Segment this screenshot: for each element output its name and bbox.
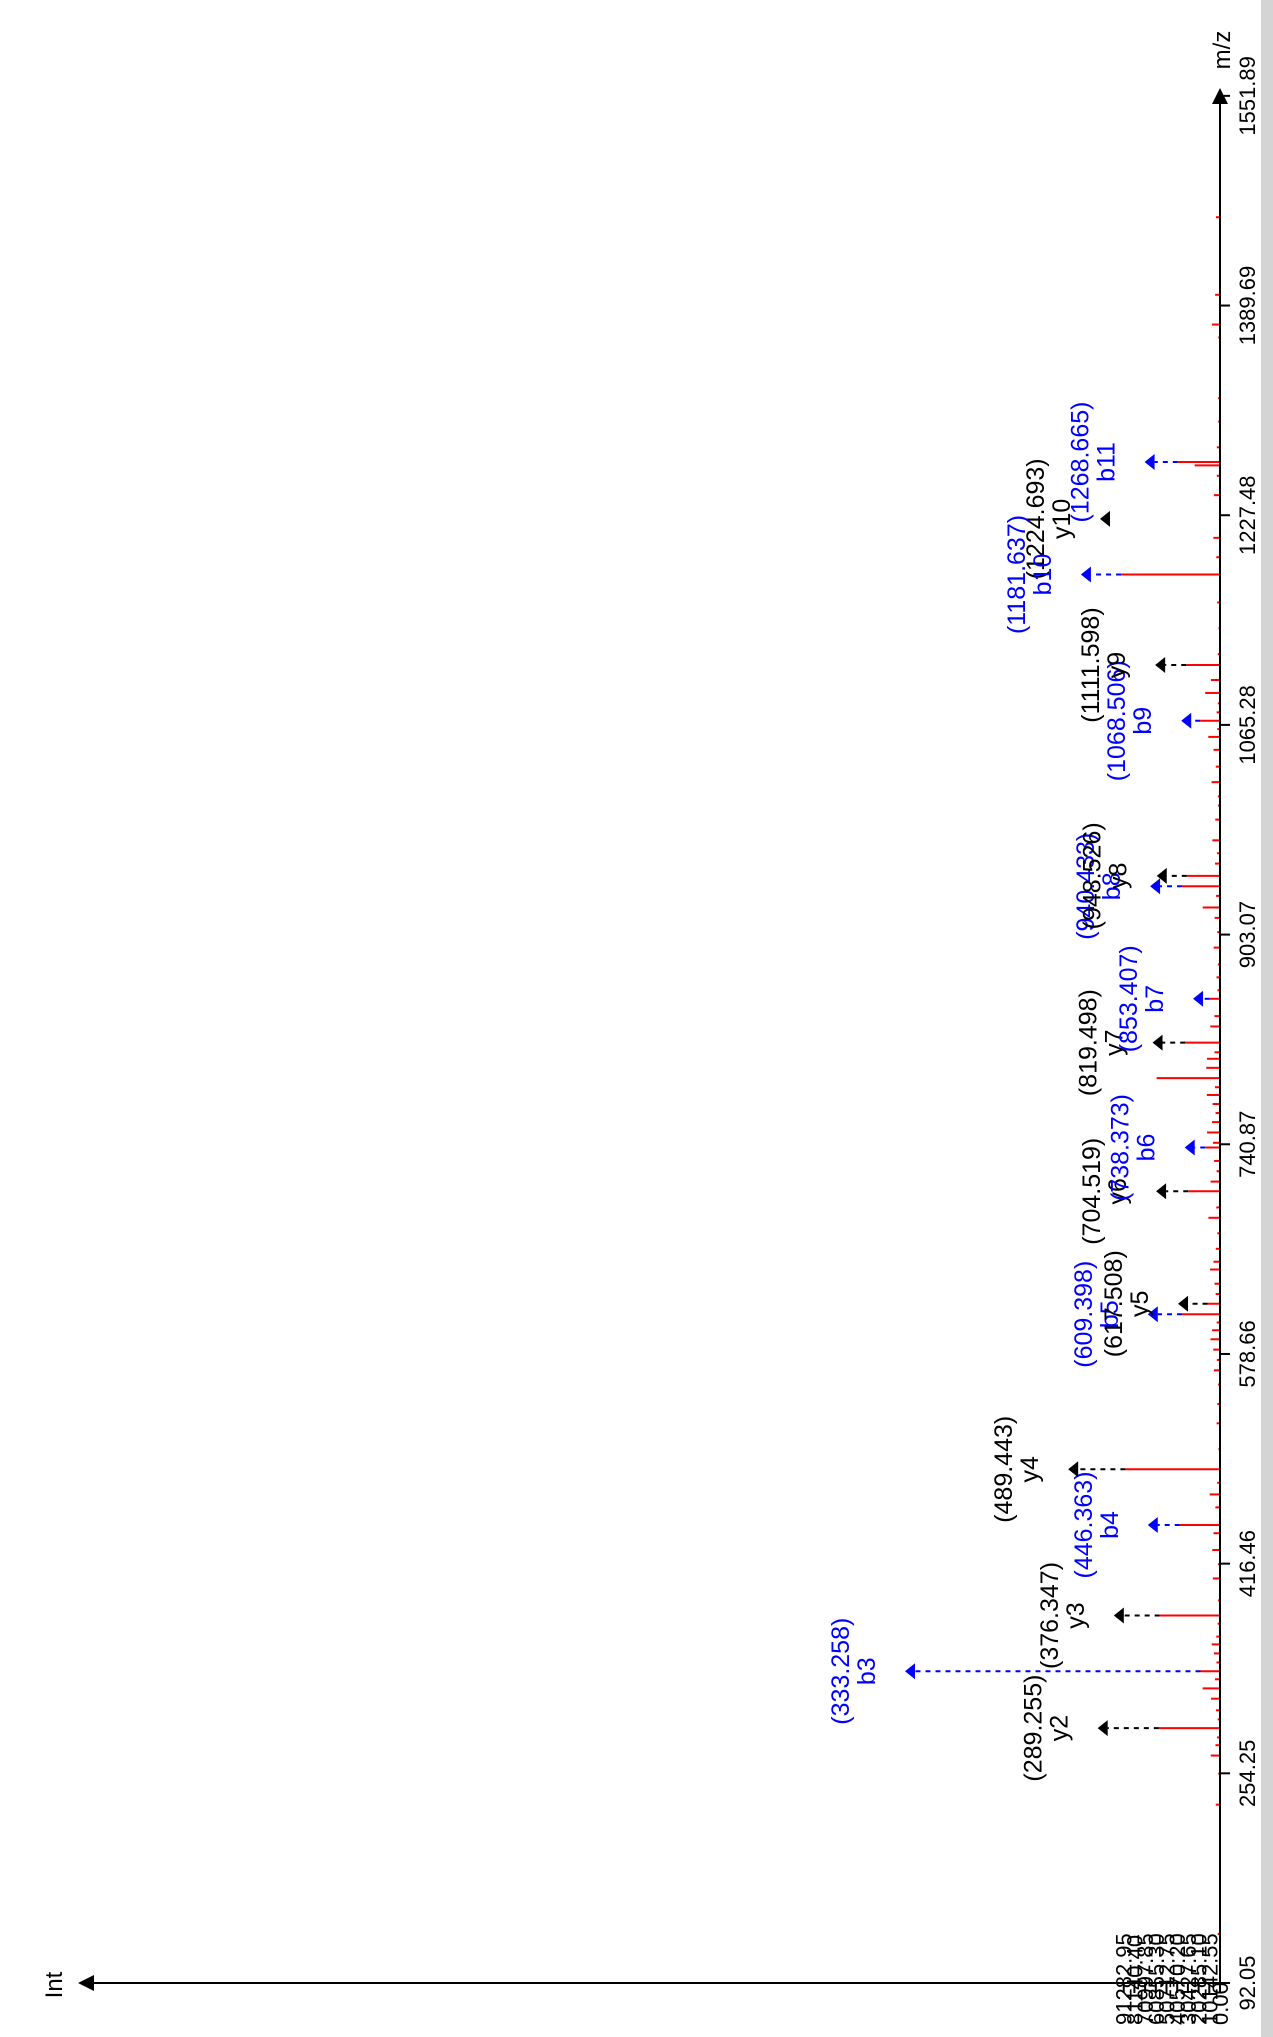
- mz-tick-label: 903.07: [1235, 901, 1260, 968]
- ion-name-label: b10: [1029, 554, 1057, 596]
- ion-name-label: b11: [1093, 442, 1121, 482]
- int-tick-label: 50712.75: [1155, 1933, 1180, 2025]
- ion-mz-label: (1224.693): [1022, 458, 1050, 579]
- ion-mz-label: (940.433): [1072, 833, 1100, 940]
- ion-mz-label: (1268.665): [1067, 402, 1095, 523]
- int-tick-label: 20285.10: [1187, 1933, 1212, 2025]
- ion-label-group: b7(853.407): [1115, 945, 1169, 1052]
- mz-axis-title: m/z: [1209, 31, 1236, 70]
- ion-marker-icon: [1181, 712, 1192, 729]
- ion-marker-icon: [1152, 1034, 1163, 1051]
- ion-marker-icon: [1100, 510, 1110, 527]
- int-tick-label: 60855.30: [1144, 1933, 1169, 2025]
- ion-mz-label: (333.258): [827, 1618, 855, 1725]
- ion-label-group: b9(1068.506): [1103, 660, 1157, 781]
- ion-label-group: b5(609.398): [1070, 1261, 1124, 1368]
- ion-label-group: y7(819.498): [1075, 989, 1129, 1096]
- ion-label-group: b11(1268.665): [1067, 402, 1121, 523]
- ion-name-label: y8: [1105, 863, 1133, 889]
- int-tick-label: 10142.55: [1197, 1933, 1222, 2025]
- ion-label-group: y5(617.508): [1100, 1250, 1154, 1357]
- int-tick-label: 0.00: [1208, 1982, 1233, 2025]
- ion-name-label: b4: [1096, 1511, 1124, 1539]
- ion-label-group: b4(446.363): [1070, 1471, 1124, 1578]
- ion-name-label: b8: [1098, 872, 1126, 900]
- mz-tick-label: 1551.89: [1235, 56, 1260, 136]
- int-tick-label: 70997.85: [1133, 1933, 1158, 2025]
- ion-marker-icon: [1178, 1295, 1189, 1312]
- mz-tick-label: 1389.69: [1235, 266, 1260, 346]
- ion-mz-label: (489.443): [990, 1416, 1018, 1523]
- ion-name-label: b9: [1129, 707, 1157, 735]
- ion-name-label: b7: [1141, 985, 1169, 1013]
- ion-name-label: b6: [1133, 1134, 1161, 1162]
- ion-name-label: b3: [853, 1657, 881, 1685]
- ion-name-label: y4: [1016, 1456, 1044, 1483]
- ion-name-label: y3: [1062, 1602, 1090, 1628]
- ion-marker-icon: [1147, 1516, 1158, 1533]
- ion-label-group: y10(1224.693): [1022, 458, 1076, 579]
- mz-tick-label: 416.46: [1235, 1530, 1260, 1597]
- mz-tick-label: 92.05: [1235, 1955, 1260, 2010]
- ion-mz-label: (376.347): [1036, 1562, 1064, 1669]
- ion-mz-label: (1181.637): [1003, 515, 1031, 634]
- ion-mz-label: (1068.506): [1103, 660, 1131, 781]
- int-tick-label: 91282.95: [1112, 1933, 1137, 2025]
- int-axis-title: Int: [41, 1971, 68, 1998]
- ion-mz-label: (1111.598): [1077, 607, 1105, 722]
- int-tick-label: 30427.65: [1176, 1933, 1201, 2025]
- mz-tick-label: 740.87: [1235, 1111, 1260, 1178]
- ion-marker-icon: [1080, 566, 1091, 583]
- ion-mz-label: (948.526): [1079, 822, 1107, 929]
- mz-tick-label: 578.66: [1235, 1320, 1260, 1387]
- ion-label-group: b8(940.433): [1072, 833, 1126, 940]
- ion-mz-label: (819.498): [1075, 989, 1103, 1096]
- ion-mz-label: (704.519): [1078, 1138, 1106, 1245]
- ion-label-group: b10(1181.637): [1003, 515, 1057, 634]
- ion-marker-icon: [1068, 1461, 1079, 1478]
- ion-marker-icon: [1144, 453, 1155, 470]
- ion-mz-label: (738.373): [1107, 1094, 1135, 1201]
- ion-marker-icon: [1155, 657, 1166, 674]
- ion-marker-icon: [1113, 1607, 1124, 1624]
- ion-label-group: y8(948.526): [1079, 822, 1133, 929]
- ion-mz-label: (609.398): [1070, 1261, 1098, 1368]
- mz-tick-label: 1065.28: [1235, 685, 1260, 765]
- ion-label-group: y9(1111.598): [1077, 607, 1131, 722]
- ion-label-group: y6(704.519): [1078, 1138, 1132, 1245]
- ion-marker-icon: [1097, 1720, 1108, 1737]
- ion-mz-label: (853.407): [1115, 945, 1143, 1052]
- ion-marker-icon: [1156, 867, 1167, 884]
- ion-marker-icon: [1147, 1306, 1158, 1323]
- ion-name-label: y6: [1104, 1178, 1132, 1204]
- ion-name-label: b5: [1096, 1300, 1124, 1328]
- ion-marker-icon: [1193, 990, 1204, 1007]
- ion-mz-label: (446.363): [1070, 1471, 1098, 1578]
- ion-name-label: y9: [1103, 652, 1131, 678]
- ion-label-group: b3(333.258): [827, 1618, 881, 1725]
- ion-label-group: y4(489.443): [990, 1416, 1044, 1523]
- int-tick-label: 81140.40: [1122, 1935, 1147, 2025]
- int-axis-arrow-icon: [78, 1975, 94, 1991]
- ion-marker-icon: [905, 1663, 915, 1680]
- mz-tick-label: 1227.48: [1235, 475, 1260, 555]
- ion-marker-icon: [1156, 1183, 1167, 1200]
- mz-tick-label: 254.25: [1235, 1740, 1260, 1807]
- int-tick-label: 40570.20: [1165, 1933, 1190, 2025]
- ion-label-group: y2(289.255): [1020, 1675, 1074, 1782]
- ion-marker-icon: [1150, 878, 1161, 895]
- ion-label-group: b6(738.373): [1107, 1094, 1161, 1201]
- ion-name-label: y10: [1048, 499, 1076, 539]
- ion-label-group: y3(376.347): [1036, 1562, 1090, 1669]
- ion-name-label: y2: [1046, 1715, 1074, 1741]
- ion-marker-icon: [1184, 1139, 1195, 1156]
- ion-mz-label: (617.508): [1100, 1250, 1128, 1357]
- ion-mz-label: (289.255): [1020, 1675, 1048, 1782]
- ion-name-label: y7: [1101, 1029, 1129, 1055]
- ion-name-label: y5: [1126, 1291, 1154, 1317]
